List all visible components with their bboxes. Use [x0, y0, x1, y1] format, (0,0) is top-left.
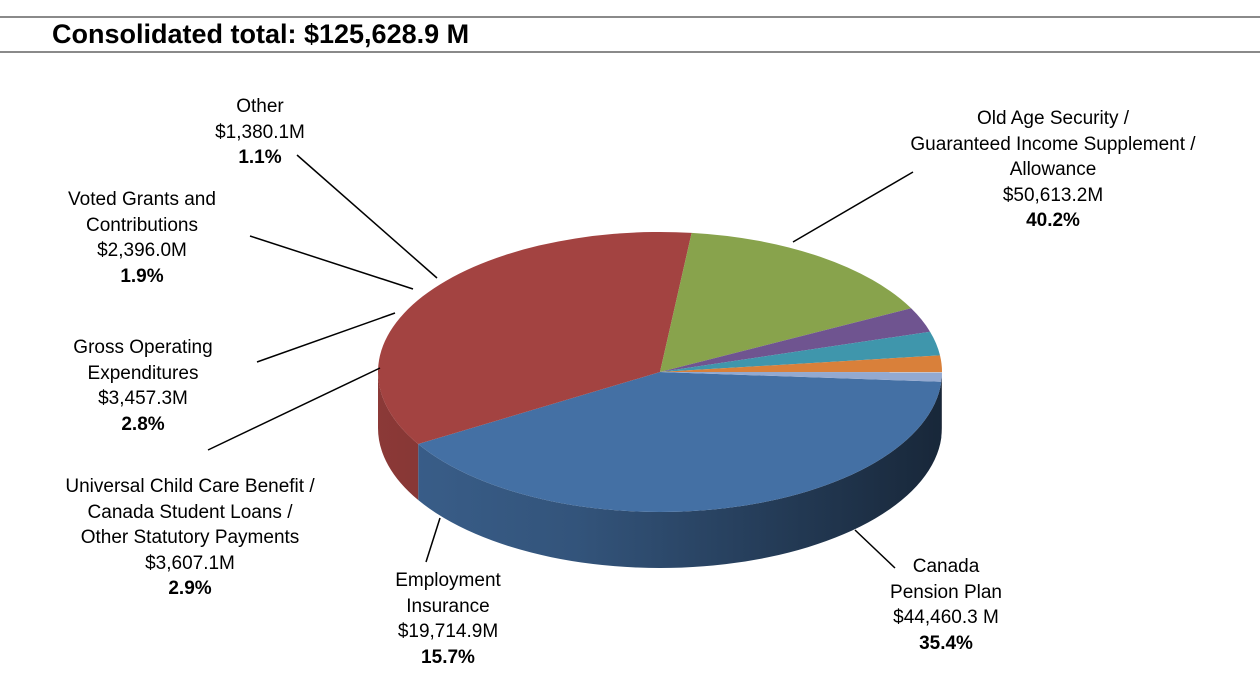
slice-amount: $2,396.0M	[97, 240, 187, 261]
leader-line-2	[425, 517, 441, 563]
slice-amount: $19,714.9M	[397, 621, 499, 642]
slice-side-1	[378, 372, 419, 501]
slice-percent: 1.9%	[120, 265, 164, 287]
slice-label: Other $1,380.1M 1.1%	[215, 94, 305, 171]
slice-label: Canada Pension Plan $44,460.3 M 35.4%	[890, 554, 1002, 656]
slice-label-name: Canada	[912, 556, 980, 577]
slice-label: Old Age Security / Guaranteed Income Supp…	[910, 106, 1195, 234]
leader-line-1	[854, 529, 896, 569]
slice-amount: $1,380.1M	[215, 121, 305, 143]
leader-line-5	[249, 235, 414, 290]
slice-label-name: Insurance	[406, 595, 490, 617]
leader-line-0	[792, 171, 914, 243]
slice-label-name: Contributions	[86, 214, 198, 236]
slice-label-name: Pension Plan	[890, 581, 1002, 603]
slice-label-name: Other	[236, 96, 284, 117]
slice-label-name: Old Age Security /	[976, 108, 1130, 129]
slice-label: Gross Operating Expenditures $3,457.3M 2.8%	[73, 335, 212, 437]
slice-label-name: Gross Operating	[73, 337, 213, 358]
slice-label-name: Other Statutory Payments	[80, 527, 300, 548]
slice-percent: 40.2%	[1026, 210, 1080, 231]
slice-top-1	[377, 232, 692, 445]
slice-label: Universal Child Care Benefit / Canada Stu…	[65, 474, 314, 602]
slice-percent: 15.7%	[421, 646, 475, 668]
title-bottom-rule	[0, 51, 1260, 53]
slice-percent: 2.9%	[168, 578, 212, 599]
slice-top-6	[660, 372, 942, 382]
slice-side-6	[941, 372, 942, 438]
slice-percent: 1.1%	[238, 147, 282, 168]
chart-title: Consolidated total: $125,628.9 M	[52, 19, 470, 49]
slice-top-3	[660, 308, 931, 372]
slice-top-0	[418, 372, 942, 512]
slice-label-name: Universal Child Care Benefit /	[65, 476, 315, 497]
slice-top-2	[660, 232, 912, 372]
slice-label: Voted Grants and Contributions $2,396.0M 1.…	[68, 187, 216, 289]
slice-label-name: Voted Grants and	[68, 189, 216, 210]
slice-label-name: Allowance	[1009, 159, 1097, 180]
leader-line-3	[207, 367, 381, 451]
slice-amount: $3,457.3M	[98, 388, 188, 409]
slice-label-name: Employment	[395, 570, 501, 591]
leader-line-4	[256, 312, 396, 363]
slice-top-4	[660, 331, 941, 372]
slice-amount: $50,613.2M	[1002, 184, 1104, 206]
slice-label-name: Guaranteed Income Supplement /	[910, 133, 1196, 155]
slice-label-name: Expenditures	[87, 362, 199, 384]
slice-amount: $44,460.3 M	[893, 607, 999, 628]
slice-label-name: Canada Student Loans /	[87, 501, 293, 523]
title-top-rule	[0, 16, 1260, 18]
slice-percent: 2.8%	[121, 413, 165, 435]
slice-top-5	[660, 355, 943, 373]
slice-amount: $3,607.1M	[145, 552, 235, 574]
slice-label: Employment Insurance $19,714.9M 15.7%	[395, 568, 501, 670]
slice-side-0	[418, 381, 942, 568]
slice-percent: 35.4%	[919, 632, 973, 654]
leader-line-6	[296, 154, 438, 279]
